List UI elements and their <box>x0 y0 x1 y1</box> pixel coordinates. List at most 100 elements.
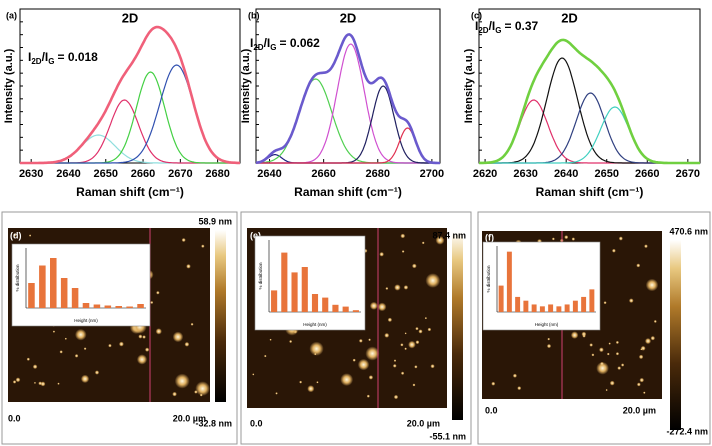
afm-feature <box>414 365 418 369</box>
x-axis-label: Raman shift (cm⁻¹) <box>536 185 644 199</box>
fit-peak <box>20 71 240 164</box>
chart-title: 2D <box>122 10 139 25</box>
histogram-bar <box>556 306 562 312</box>
afm-feature <box>74 354 79 358</box>
afm-feature <box>644 244 648 249</box>
panel-label: (a) <box>6 10 17 20</box>
afm-feature <box>64 337 67 340</box>
afm-feature <box>605 388 608 392</box>
afm-feature <box>611 248 616 253</box>
scale-max: 470.6 nm <box>669 226 708 236</box>
afm-feature <box>408 340 416 349</box>
afm-feature <box>156 290 160 295</box>
histogram-x-label: Height (nm) <box>535 322 559 327</box>
x-tick-label: 2620 <box>473 168 497 180</box>
color-bar <box>215 230 226 402</box>
color-bar <box>452 232 463 420</box>
afm-feature <box>74 328 87 341</box>
afm-feature <box>400 343 404 347</box>
annotation-part: I <box>475 19 478 33</box>
panel-frame <box>477 211 711 445</box>
histogram-x-label: Height (nm) <box>303 322 327 327</box>
x-tick-label: 2680 <box>366 168 390 180</box>
panel-frame <box>1 211 238 445</box>
histogram-bar <box>291 272 298 312</box>
afm-feature <box>379 251 384 257</box>
histogram-bar <box>332 304 339 312</box>
afm-feature <box>570 331 579 339</box>
afm-feature <box>638 354 644 360</box>
x-tick-label: 2660 <box>635 168 659 180</box>
afm-feature <box>172 391 177 397</box>
afm-feature <box>620 363 625 367</box>
histogram-bar <box>322 297 329 312</box>
x-tick-label: 2640 <box>56 168 80 180</box>
afm-feature <box>546 343 552 349</box>
annotation: I2D/IG = 0.37 <box>475 19 539 35</box>
afm-feature <box>517 386 522 391</box>
afm-feature <box>57 382 60 385</box>
histogram-bar <box>28 283 35 308</box>
x-end: 20.0 µm <box>623 405 656 415</box>
afm-feature <box>299 380 303 384</box>
afm-feature <box>28 234 32 237</box>
afm-feature <box>384 332 390 338</box>
afm-feature <box>547 337 551 341</box>
afm-feature <box>393 394 399 400</box>
panel-label: (e) <box>250 230 261 240</box>
afm-feature <box>252 373 255 376</box>
afm-feature <box>618 236 623 241</box>
histogram-bar <box>126 306 133 308</box>
afm-feature <box>385 287 389 290</box>
afm-feature <box>366 394 370 398</box>
histogram-bar <box>572 300 578 312</box>
annotation: I2D/IG = 0.062 <box>250 36 320 52</box>
histogram-bar <box>539 306 545 312</box>
annotation-part: G <box>48 57 54 66</box>
afm-feature <box>403 285 409 290</box>
afm-feature <box>393 359 397 362</box>
plot-frame <box>255 8 441 164</box>
afm-feature <box>275 392 278 395</box>
histogram-bar <box>271 290 278 312</box>
x-start: 0.0 <box>8 413 21 423</box>
afm-feature <box>307 385 315 393</box>
panel-frame <box>240 211 472 445</box>
afm-feature <box>589 343 593 347</box>
afm-feature <box>582 334 586 338</box>
afm-feature <box>314 352 317 356</box>
histogram-inset <box>254 235 366 331</box>
afm-feature <box>32 364 38 370</box>
x-tick-label: 2650 <box>594 168 618 180</box>
afm-feature <box>628 298 634 303</box>
afm-feature <box>564 235 569 240</box>
annotation-part: G <box>270 43 276 52</box>
x-tick-label: 2650 <box>94 168 118 180</box>
panel-label: (c) <box>471 10 482 20</box>
fit-envelope <box>255 33 441 165</box>
afm-feature <box>108 343 112 348</box>
afm-feature <box>404 332 407 335</box>
panel-label: (f) <box>485 232 494 242</box>
y-axis-label: Intensity (a.u.) <box>3 48 15 123</box>
afm-feature <box>608 342 611 345</box>
afm-feature <box>174 373 190 389</box>
annotation-part: 2D <box>31 57 41 66</box>
histogram-bar <box>548 304 554 312</box>
histogram-bar <box>137 304 144 308</box>
plot-frame <box>19 8 241 164</box>
fit-peak <box>20 64 240 164</box>
afm-feature <box>194 390 198 394</box>
x-tick-label: 2670 <box>676 168 700 180</box>
afm-feature <box>421 241 425 245</box>
afm-feature <box>387 317 393 323</box>
x-tick-label: 2630 <box>19 168 43 180</box>
afm-feature <box>309 341 324 356</box>
afm-feature <box>26 357 30 361</box>
afm-feature <box>368 338 371 342</box>
x-tick-label: 2680 <box>205 168 229 180</box>
histogram-bar <box>506 251 512 312</box>
afm-feature <box>289 339 293 344</box>
x-end: 20.0 µm <box>173 413 206 423</box>
